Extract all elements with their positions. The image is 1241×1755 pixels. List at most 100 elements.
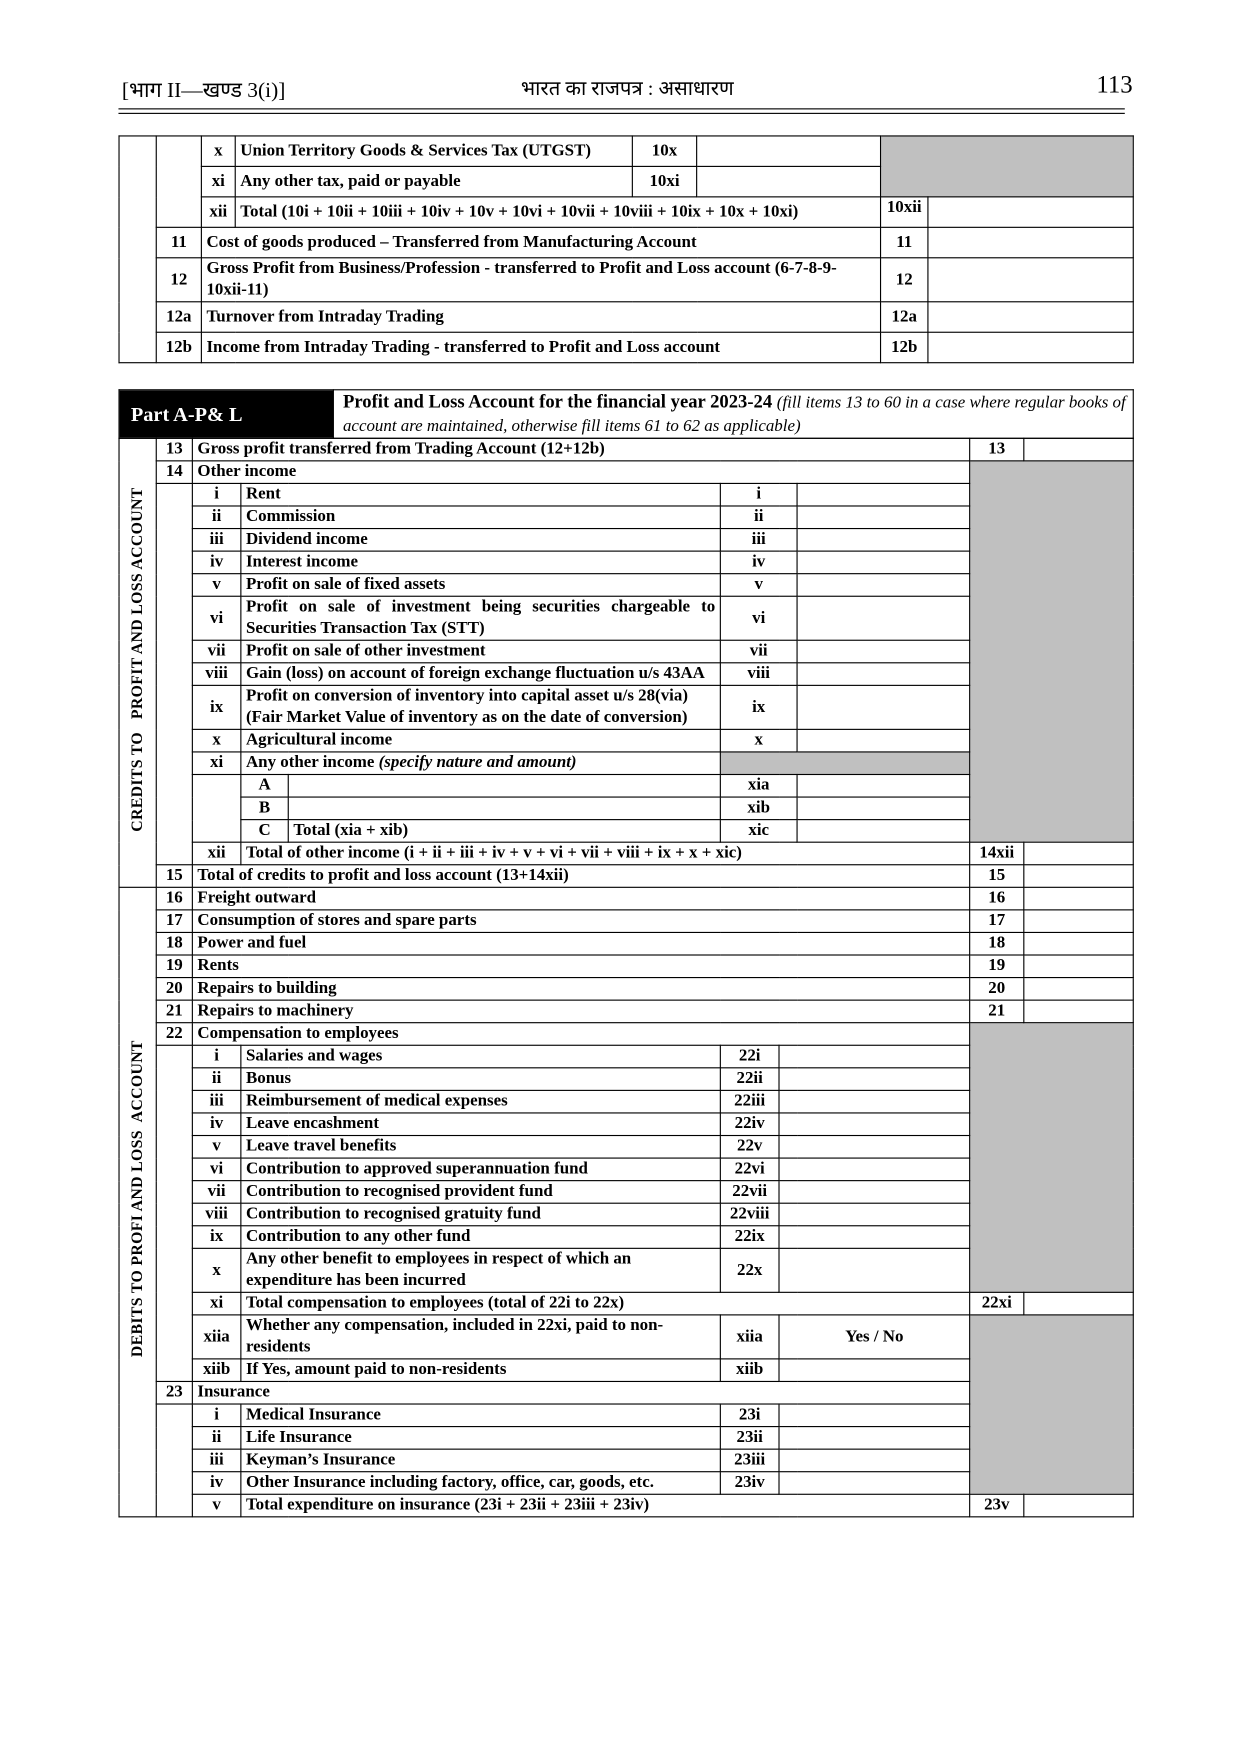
amount-field[interactable] (696, 165, 882, 198)
item-label: Turnover from Intraday Trading (200, 301, 882, 333)
amount-field[interactable] (778, 1426, 971, 1450)
item-label: Any other tax, paid or payable (234, 165, 633, 198)
amount-field[interactable] (796, 550, 971, 575)
amount-field[interactable] (1023, 909, 1134, 934)
item-number: 12b (155, 331, 202, 364)
header-rule (118, 112, 1125, 114)
amount-field[interactable] (778, 1471, 971, 1495)
sub-item-number: ix (191, 684, 242, 730)
item-label: Any other income (specify nature and amo… (240, 751, 721, 776)
amount-field[interactable] (778, 1089, 971, 1114)
amount-field[interactable] (1023, 954, 1134, 979)
sub-item-number: ii (191, 505, 242, 530)
amount-field[interactable] (778, 1403, 971, 1428)
item-code: iii (719, 527, 798, 552)
amount-field[interactable] (796, 482, 971, 507)
amount-field[interactable] (796, 505, 971, 530)
amount-field[interactable] (778, 1247, 971, 1293)
profit-and-loss-table: CREDITS TO PROFIT AND LOSS ACCOUNT 13 Gros… (118, 437, 1134, 1518)
amount-field[interactable] (1023, 886, 1134, 911)
amount-field[interactable] (778, 1202, 971, 1227)
sub-item-number: ii (191, 1426, 242, 1450)
amount-field[interactable] (796, 728, 971, 753)
item-label: Interest income (240, 550, 721, 575)
table-row: 21 Repairs to machinery 21 (119, 999, 1134, 1024)
amount-field[interactable] (1023, 437, 1134, 462)
amount-field[interactable] (696, 135, 882, 167)
amount-field[interactable] (778, 1448, 971, 1473)
table-row: CREDITS TO PROFIT AND LOSS ACCOUNT 13 Gros… (118, 437, 1134, 888)
table-row: xii Total (10i + 10ii + 10iii + 10iv + 10… (119, 196, 1134, 228)
amount-field[interactable] (927, 257, 1134, 303)
table-row: 20 Repairs to building 20 (119, 977, 1134, 1001)
blank-number-cell (155, 1044, 193, 1383)
amount-field[interactable] (778, 1112, 971, 1137)
amount-field[interactable] (796, 595, 971, 641)
sub-item-number: v (191, 1134, 242, 1159)
shaded-cell (879, 135, 1134, 198)
amount-field[interactable] (778, 1180, 971, 1204)
amount-field[interactable] (778, 1044, 971, 1069)
yes-no-field[interactable]: Yes / No (778, 1314, 971, 1360)
amount-field[interactable] (1023, 931, 1134, 956)
item-number: 19 (155, 954, 193, 979)
item-number: 11 (155, 226, 202, 259)
amount-field[interactable] (778, 1134, 971, 1159)
item-label: Other income (191, 460, 971, 484)
amount-field[interactable] (796, 527, 971, 552)
amount-field[interactable] (796, 819, 971, 843)
item-label: Total (xia + xib) (287, 819, 721, 843)
item-label: Profit on sale of fixed assets (240, 573, 721, 597)
item-code: 22v (719, 1134, 780, 1159)
item-code: 22viii (719, 1202, 780, 1227)
item-code: 22xi (969, 1291, 1025, 1316)
item-label: Income from Intraday Trading - transferr… (200, 331, 882, 364)
amount-field[interactable] (796, 639, 971, 664)
amount-field[interactable] (796, 796, 971, 821)
amount-field[interactable] (796, 662, 971, 686)
item-label: Keyman’s Insurance (240, 1448, 721, 1473)
part-tag: Part A-P& L (118, 389, 334, 439)
table-row: x Any other benefit to employees in respe… (119, 1247, 1133, 1293)
amount-field[interactable] (796, 684, 971, 730)
gazette-title: भारत का राजपत्र : असाधारण (520, 76, 734, 100)
amount-field[interactable] (1023, 841, 1134, 866)
item-code: 23v (969, 1493, 1025, 1518)
amount-field[interactable] (778, 1225, 971, 1249)
item-code: 22ix (719, 1225, 780, 1249)
amount-field[interactable] (1023, 1493, 1134, 1518)
item-label: Whether any compensation, included in 22… (240, 1314, 721, 1360)
amount-field[interactable] (778, 1157, 971, 1182)
item-label-note: (specify nature and amount) (378, 753, 577, 772)
amount-field[interactable] (778, 1067, 971, 1091)
table-row: 19 Rents 19 (119, 954, 1134, 979)
amount-field[interactable] (1023, 864, 1134, 888)
sub-item-number: ix (191, 1225, 242, 1249)
blank-margin-cell (118, 135, 157, 364)
letter-label: C (240, 819, 289, 843)
amount-field[interactable] (927, 331, 1134, 364)
table-row: 18 Power and fuel 18 (119, 931, 1134, 956)
amount-field[interactable] (927, 301, 1134, 333)
amount-field[interactable] (796, 573, 971, 597)
sub-item-number: xii (191, 841, 242, 866)
item-code: 12 (879, 257, 929, 303)
part-note: (fill items 13 to 60 in a case where reg… (342, 393, 1126, 436)
sub-item-number: xi (191, 1291, 242, 1316)
nature-field[interactable] (287, 796, 721, 821)
shaded-cell (719, 751, 971, 776)
amount-field[interactable] (1023, 999, 1134, 1024)
amount-field[interactable] (927, 196, 1134, 228)
amount-field[interactable] (1023, 1291, 1134, 1316)
amount-field[interactable] (927, 226, 1134, 259)
item-code: xiib (719, 1358, 780, 1383)
table-row: i Rent i (119, 482, 1133, 866)
nature-field[interactable] (287, 773, 721, 798)
amount-field[interactable] (1023, 977, 1134, 1001)
sub-item-number: xi (191, 751, 242, 776)
amount-field[interactable] (778, 1358, 971, 1383)
amount-field[interactable] (796, 773, 971, 798)
sub-item-number: iv (191, 1112, 242, 1137)
table-row: iii Keyman’s Insurance 23iii (119, 1448, 1133, 1473)
sub-item-number: xiib (191, 1358, 242, 1383)
